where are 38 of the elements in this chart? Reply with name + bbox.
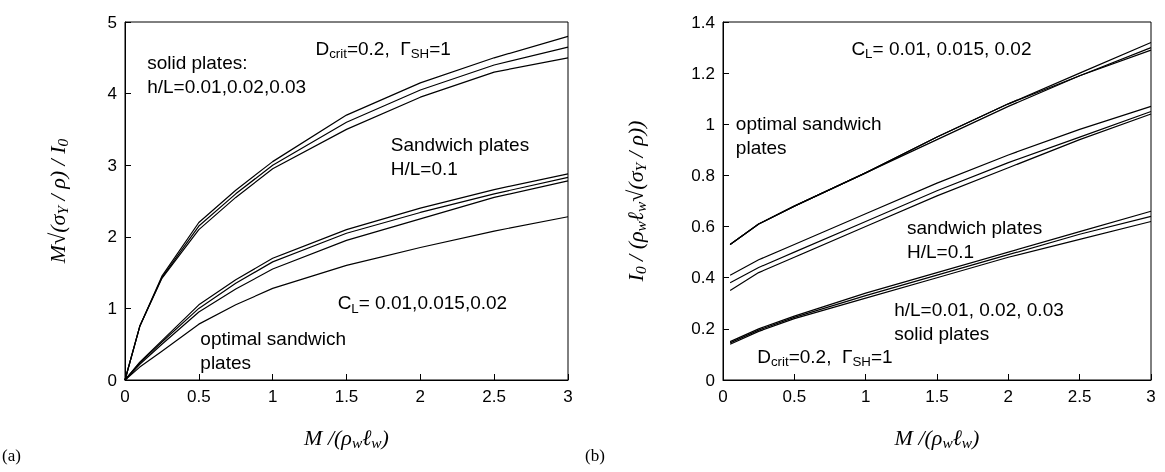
annotation: Sandwich plates H/L=0.1 xyxy=(390,134,530,180)
y-tick-label: 1.2 xyxy=(691,63,715,83)
y-tick-label: 0 xyxy=(705,370,715,390)
annotation: optimal sandwich plates xyxy=(735,113,882,158)
x-tick-label: 0 xyxy=(120,387,130,406)
annotation: solid plates: h/L=0.01,0.02,0.03 xyxy=(147,52,307,98)
y-tick-label: 4 xyxy=(107,84,117,104)
x-tick-label: 0.5 xyxy=(782,387,807,406)
x-tick-label: 2 xyxy=(415,387,426,406)
annotation: sandwich plates H/L=0.1 xyxy=(907,216,1043,262)
annotation: optimal sandwich plates xyxy=(200,327,347,373)
y-tick-label: 1 xyxy=(107,298,117,318)
x-tick-label: 3 xyxy=(563,387,573,406)
y-tick-label: 1 xyxy=(705,114,715,134)
x-tick-label: 2 xyxy=(1003,387,1014,406)
x-tick-label: 0 xyxy=(718,387,728,406)
x-tick-label: 2.5 xyxy=(482,387,506,406)
y-tick-label: 0.6 xyxy=(691,217,715,237)
text: (a) xyxy=(2,446,21,465)
y-tick-label: 5 xyxy=(107,12,117,32)
y-axis-title: M√(σY / ρ) / I0 xyxy=(45,138,71,265)
y-tick-label: 2 xyxy=(107,227,117,247)
x-tick-label: 1 xyxy=(267,387,278,406)
x-tick-label: 1.5 xyxy=(334,387,359,406)
text: I0 / (ρwℓw√(σY / ρ)) xyxy=(623,120,649,282)
y-tick-label: 1.4 xyxy=(691,12,715,32)
x-tick-label: 1 xyxy=(860,387,871,406)
y-tick-label: 0.2 xyxy=(691,319,715,339)
x-tick-label: 1.5 xyxy=(925,387,949,406)
y-tick-label: 3 xyxy=(107,155,117,175)
annotation: h/L=0.01, 0.02, 0.03 solid plates xyxy=(894,299,1064,345)
y-tick-label: 0.8 xyxy=(691,165,715,185)
y-tick-label: 0.4 xyxy=(691,268,715,288)
text: (b) xyxy=(585,446,605,465)
x-tick-label: 2.5 xyxy=(1067,387,1092,406)
x-tick-label: 3 xyxy=(1146,387,1156,406)
y-tick-label: 0 xyxy=(107,370,117,390)
x-tick-label: 0.5 xyxy=(187,387,211,406)
